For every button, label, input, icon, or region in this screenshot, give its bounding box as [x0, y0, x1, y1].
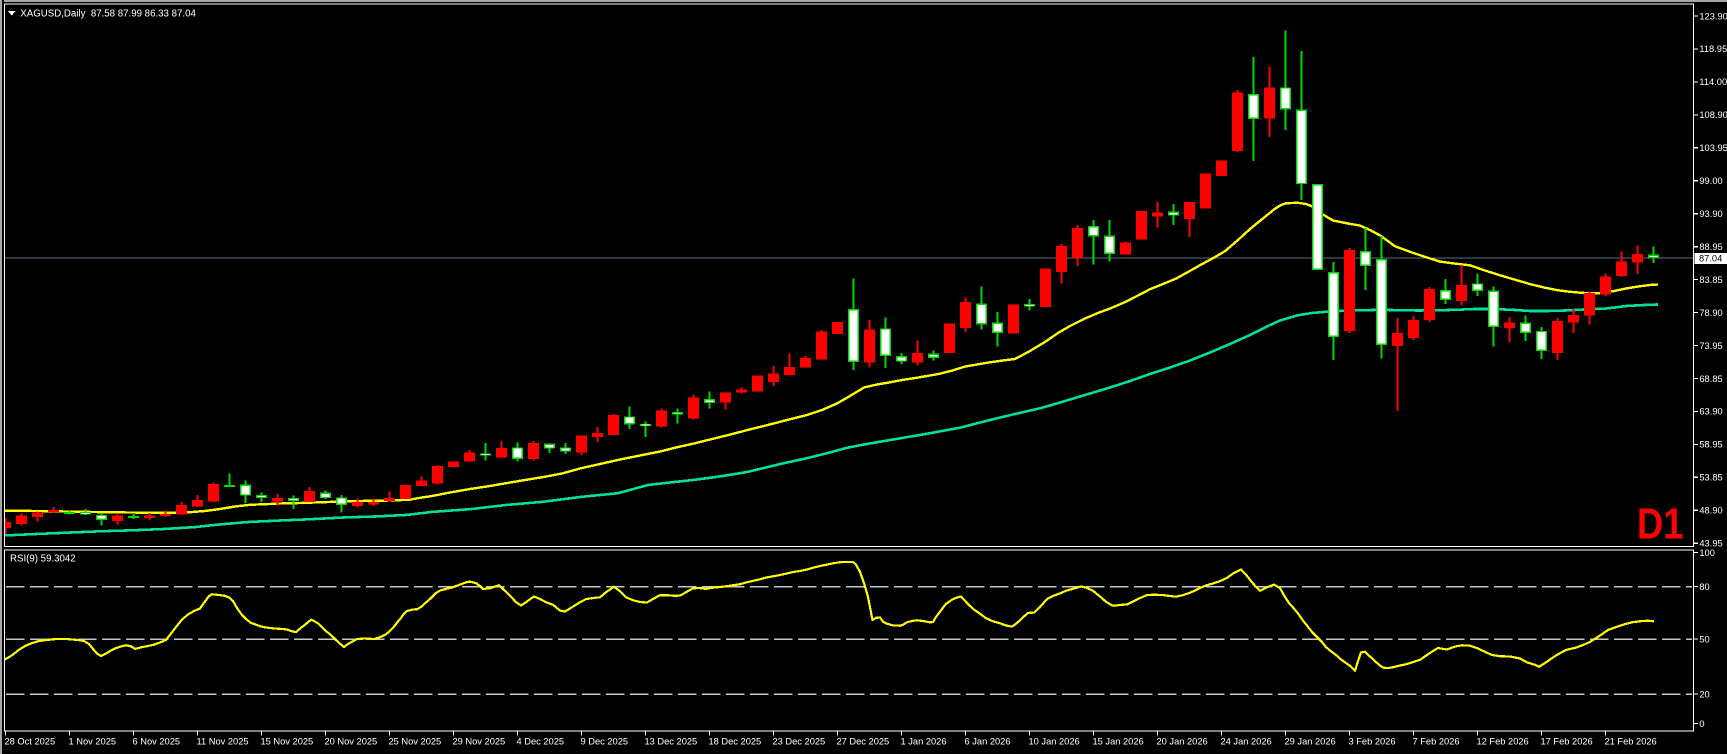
- svg-text:18 Dec 2025: 18 Dec 2025: [709, 737, 762, 747]
- svg-text:11 Nov 2025: 11 Nov 2025: [197, 737, 249, 747]
- svg-text:27 Dec 2025: 27 Dec 2025: [837, 737, 890, 747]
- svg-text:114.00: 114.00: [1699, 77, 1727, 87]
- svg-text:20 Nov 2025: 20 Nov 2025: [325, 737, 378, 747]
- svg-text:17 Feb 2026: 17 Feb 2026: [1541, 737, 1593, 747]
- svg-text:0: 0: [1699, 719, 1704, 729]
- svg-text:103.95: 103.95: [1699, 143, 1727, 153]
- svg-text:48.90: 48.90: [1699, 506, 1722, 516]
- svg-text:58.95: 58.95: [1699, 440, 1722, 450]
- svg-text:87.04: 87.04: [1699, 254, 1722, 264]
- svg-text:29 Nov 2025: 29 Nov 2025: [453, 737, 506, 747]
- svg-text:93.90: 93.90: [1699, 209, 1722, 219]
- svg-text:3 Feb 2026: 3 Feb 2026: [1349, 737, 1396, 747]
- svg-text:10 Jan 2026: 10 Jan 2026: [1029, 737, 1080, 747]
- svg-text:20: 20: [1699, 689, 1709, 699]
- svg-text:21 Feb 2026: 21 Feb 2026: [1605, 737, 1657, 747]
- svg-text:73.95: 73.95: [1699, 341, 1722, 351]
- svg-text:83.85: 83.85: [1699, 275, 1722, 285]
- svg-text:50: 50: [1699, 634, 1709, 644]
- svg-text:28 Oct 2025: 28 Oct 2025: [5, 737, 56, 747]
- svg-text:20 Jan 2026: 20 Jan 2026: [1157, 737, 1208, 747]
- svg-text:29 Jan 2026: 29 Jan 2026: [1285, 737, 1336, 747]
- svg-text:25 Nov 2025: 25 Nov 2025: [389, 737, 442, 747]
- svg-text:6 Jan 2026: 6 Jan 2026: [965, 737, 1011, 747]
- svg-text:XAGUSD,Daily 87.58 87.99 86.3: XAGUSD,Daily 87.58 87.99 86.33 87.04: [20, 8, 196, 19]
- svg-text:23 Dec 2025: 23 Dec 2025: [773, 737, 826, 747]
- svg-text:99.00: 99.00: [1699, 176, 1722, 186]
- svg-text:100: 100: [1699, 548, 1715, 558]
- svg-text:43.95: 43.95: [1699, 539, 1722, 549]
- svg-text:118.95: 118.95: [1699, 44, 1727, 54]
- svg-text:68.85: 68.85: [1699, 374, 1722, 384]
- svg-text:7 Feb 2026: 7 Feb 2026: [1413, 737, 1460, 747]
- svg-text:D1: D1: [1637, 500, 1684, 549]
- svg-text:24 Jan 2026: 24 Jan 2026: [1221, 737, 1272, 747]
- svg-text:88.95: 88.95: [1699, 242, 1722, 252]
- svg-text:78.90: 78.90: [1699, 308, 1722, 318]
- svg-text:15 Nov 2025: 15 Nov 2025: [261, 737, 314, 747]
- svg-text:4 Dec 2025: 4 Dec 2025: [517, 737, 565, 747]
- svg-text:RSI(9) 59.3042: RSI(9) 59.3042: [10, 553, 76, 564]
- svg-text:1 Jan 2026: 1 Jan 2026: [901, 737, 947, 747]
- svg-text:12 Feb 2026: 12 Feb 2026: [1477, 737, 1529, 747]
- svg-text:63.90: 63.90: [1699, 407, 1722, 417]
- svg-text:1 Nov 2025: 1 Nov 2025: [69, 737, 117, 747]
- svg-text:6 Nov 2025: 6 Nov 2025: [133, 737, 181, 747]
- svg-text:15 Jan 2026: 15 Jan 2026: [1093, 737, 1144, 747]
- svg-text:9 Dec 2025: 9 Dec 2025: [581, 737, 629, 747]
- svg-text:108.90: 108.90: [1699, 110, 1727, 120]
- svg-text:80: 80: [1699, 582, 1709, 592]
- svg-text:53.85: 53.85: [1699, 473, 1722, 483]
- svg-text:13 Dec 2025: 13 Dec 2025: [645, 737, 698, 747]
- svg-text:123.90: 123.90: [1699, 11, 1727, 21]
